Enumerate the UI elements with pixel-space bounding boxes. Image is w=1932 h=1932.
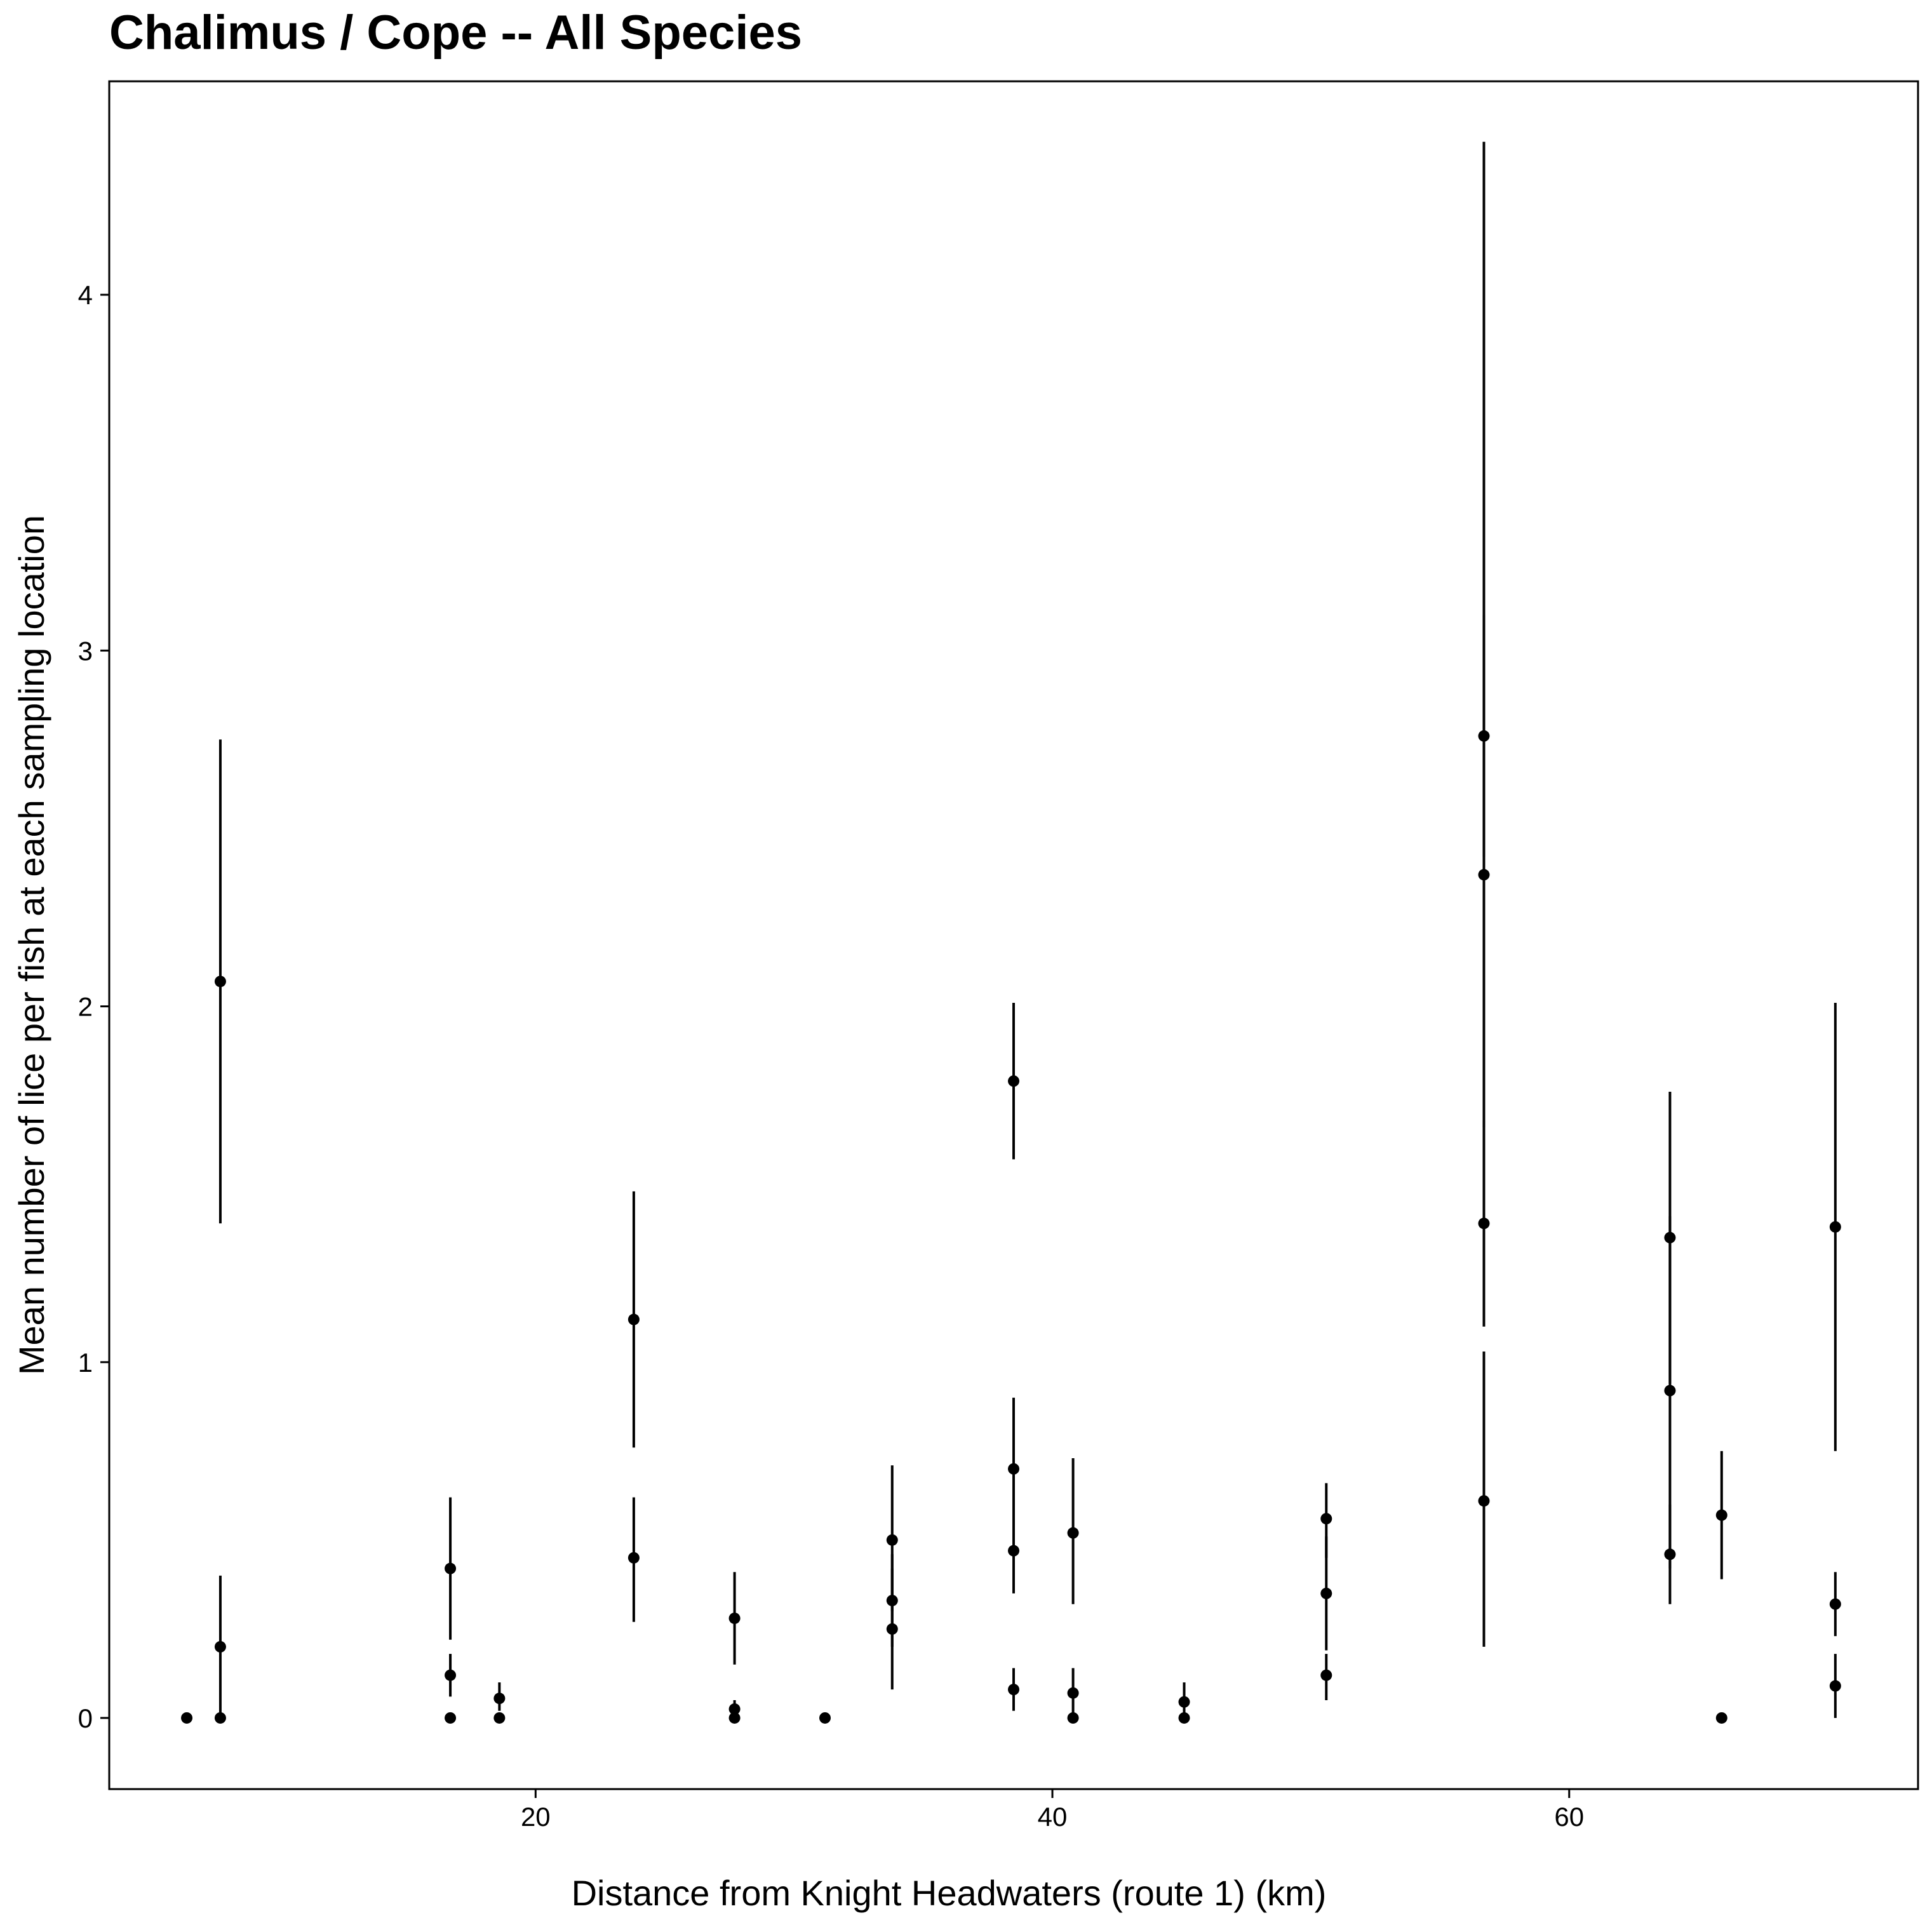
x-axis-label: Distance from Knight Headwaters (route 1…: [572, 1873, 1327, 1913]
data-point: [214, 1712, 226, 1724]
data-point: [1664, 1548, 1676, 1560]
y-tick-label: 4: [78, 280, 93, 310]
data-point: [1008, 1463, 1019, 1475]
data-point: [1067, 1687, 1079, 1699]
data-point: [1067, 1712, 1079, 1724]
data-point: [1478, 1495, 1490, 1507]
data-points: [181, 730, 1841, 1724]
plot-frame: [108, 80, 1919, 1790]
data-point: [1664, 1385, 1676, 1397]
data-point: [445, 1562, 457, 1574]
data-point: [1664, 1231, 1676, 1244]
data-point: [886, 1595, 898, 1607]
data-point: [1067, 1527, 1079, 1539]
data-point: [1715, 1712, 1727, 1724]
data-point: [886, 1623, 898, 1635]
data-point: [1478, 869, 1490, 881]
data-point: [1829, 1221, 1841, 1233]
data-point: [1478, 1218, 1490, 1230]
y-axis: 0 1 2 3 4: [78, 280, 109, 1733]
data-point: [181, 1712, 193, 1724]
y-tick-label: 1: [78, 1348, 93, 1378]
y-tick-label: 0: [78, 1703, 93, 1733]
data-point: [1320, 1669, 1332, 1681]
data-point: [728, 1613, 741, 1625]
data-point: [445, 1669, 457, 1681]
x-tick-label: 20: [521, 1802, 551, 1832]
data-point: [1008, 1545, 1019, 1557]
data-point: [493, 1712, 506, 1724]
data-point: [1320, 1513, 1332, 1525]
data-point: [214, 976, 226, 988]
data-point: [1008, 1684, 1019, 1696]
data-point: [728, 1703, 741, 1715]
x-axis: 20 40 60: [521, 1789, 1584, 1832]
data-point: [493, 1693, 506, 1705]
data-point: [819, 1712, 831, 1724]
data-point: [1829, 1680, 1841, 1692]
chart-title: Chalimus / Cope -- All Species: [109, 6, 802, 60]
y-tick-label: 3: [78, 636, 93, 666]
data-point: [1829, 1598, 1841, 1610]
data-point: [728, 1712, 741, 1724]
x-tick-label: 60: [1554, 1802, 1584, 1832]
data-point: [1178, 1696, 1190, 1708]
data-point: [627, 1552, 640, 1564]
data-point: [1478, 730, 1490, 742]
data-point: [445, 1712, 457, 1724]
data-point: [1320, 1587, 1332, 1599]
y-tick-label: 2: [78, 992, 93, 1022]
data-point: [1715, 1509, 1727, 1521]
data-point: [886, 1534, 898, 1546]
data-point: [1178, 1712, 1190, 1724]
data-point: [627, 1313, 640, 1325]
data-point: [214, 1640, 226, 1653]
error-bars: [218, 142, 1837, 1718]
data-point: [1008, 1075, 1019, 1087]
y-axis-label: Mean number of lice per fish at each sam…: [11, 515, 51, 1375]
x-tick-label: 40: [1038, 1802, 1068, 1832]
